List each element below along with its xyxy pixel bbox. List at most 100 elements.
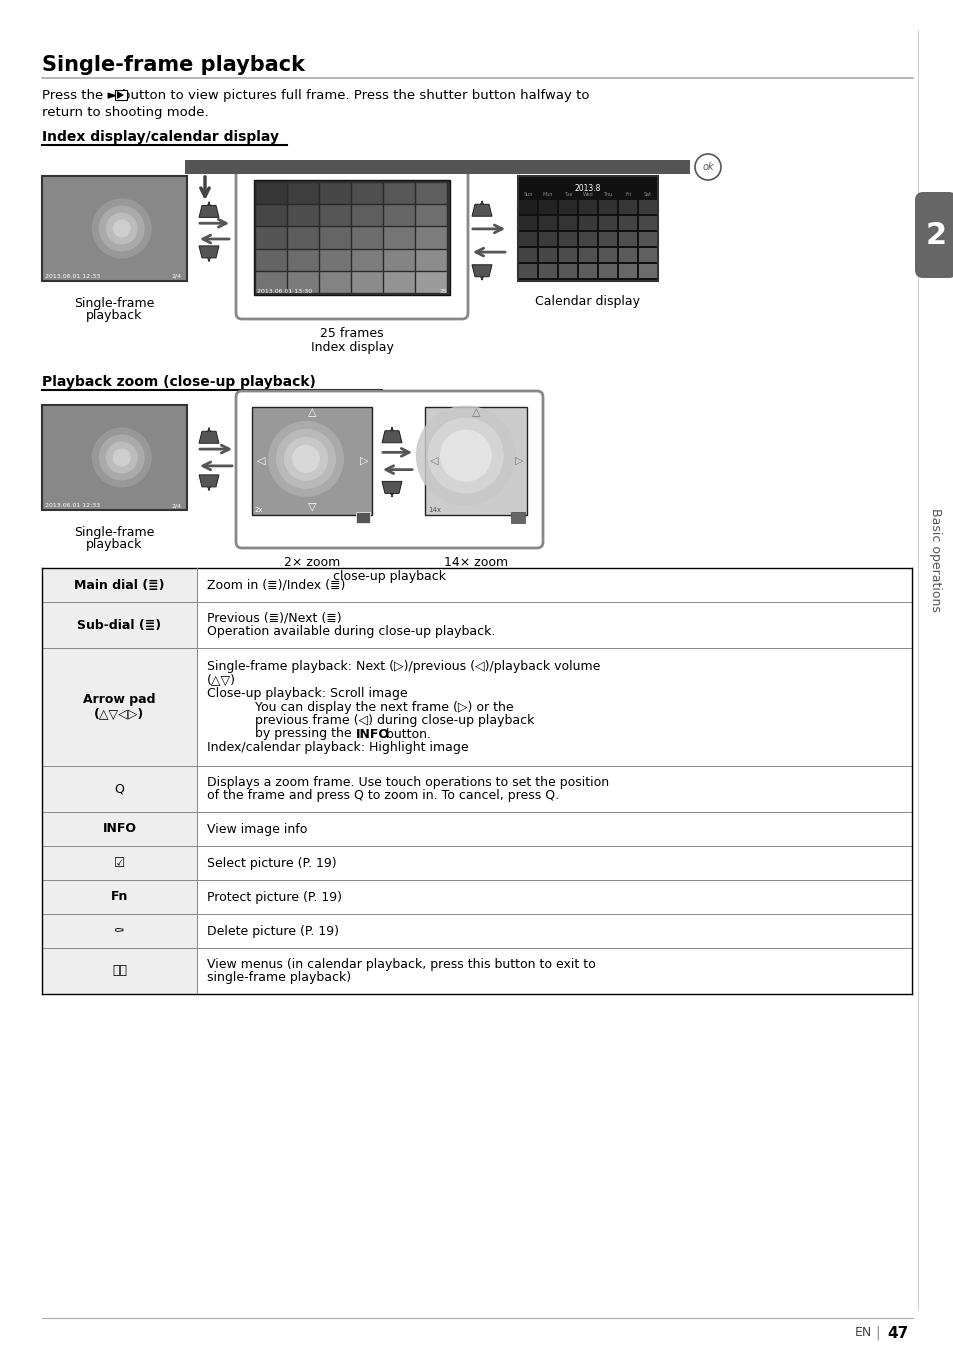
Bar	[42, 603, 196, 649]
Bar	[42, 176, 187, 281]
Bar	[319, 271, 351, 293]
FancyBboxPatch shape	[235, 161, 468, 319]
Text: ◁: ◁	[430, 456, 438, 465]
Bar	[618, 199, 637, 214]
Text: 14× zoom: 14× zoom	[443, 556, 508, 569]
Text: 2013.06.01 12:33: 2013.06.01 12:33	[45, 274, 100, 280]
Bar	[578, 216, 597, 229]
Polygon shape	[199, 205, 219, 217]
Bar	[384, 271, 415, 293]
Polygon shape	[199, 432, 219, 444]
Text: (△▽): (△▽)	[207, 673, 235, 687]
Bar	[319, 205, 351, 227]
Circle shape	[427, 418, 503, 494]
Text: ☑: ☑	[113, 856, 125, 870]
Text: Ⓞⓚ: Ⓞⓚ	[112, 965, 127, 977]
Text: Press the ► button to view pictures full frame. Press the shutter button halfway: Press the ► button to view pictures full…	[42, 90, 589, 102]
Bar	[42, 879, 196, 915]
Text: Single-frame playback: Next (▷)/previous (◁)/playback volume: Single-frame playback: Next (▷)/previous…	[207, 660, 599, 673]
Text: 2/4: 2/4	[172, 274, 182, 280]
Bar	[352, 228, 382, 248]
Bar	[255, 228, 287, 248]
Bar	[42, 845, 196, 879]
Bar	[42, 765, 196, 811]
Polygon shape	[472, 205, 492, 216]
Text: Calendar display: Calendar display	[535, 294, 639, 308]
Bar	[384, 205, 415, 227]
Bar	[319, 250, 351, 271]
Text: 2013.8: 2013.8	[575, 185, 600, 193]
Text: button.: button.	[382, 727, 431, 741]
Text: Zoom in (≣)/Index (≣): Zoom in (≣)/Index (≣)	[207, 578, 345, 592]
Text: ok: ok	[701, 161, 713, 172]
Bar	[319, 228, 351, 248]
Bar	[384, 183, 415, 204]
Bar	[352, 271, 382, 293]
Bar	[538, 216, 557, 229]
Text: Close-up playback: Scroll image: Close-up playback: Scroll image	[207, 687, 407, 700]
Bar	[518, 199, 537, 214]
Polygon shape	[117, 91, 124, 99]
Text: View menus (in calendar playback, press this button to exit to: View menus (in calendar playback, press …	[207, 958, 595, 970]
Bar	[255, 205, 287, 227]
Bar	[538, 232, 557, 246]
Bar	[639, 199, 657, 214]
Text: Arrow pad
(△▽◁▷): Arrow pad (△▽◁▷)	[83, 693, 155, 721]
Polygon shape	[472, 265, 492, 277]
Text: ▷: ▷	[359, 456, 368, 465]
Bar	[416, 250, 447, 271]
Text: 25 frames: 25 frames	[320, 327, 383, 341]
Text: Basic operations: Basic operations	[928, 508, 942, 612]
Bar	[115, 90, 127, 100]
Bar	[416, 228, 447, 248]
Bar	[253, 180, 450, 294]
Bar	[416, 205, 447, 227]
Text: Playback zoom (close-up playback): Playback zoom (close-up playback)	[42, 375, 315, 389]
Text: You can display the next frame (▷) or the: You can display the next frame (▷) or th…	[207, 700, 513, 714]
Bar	[42, 649, 196, 765]
Bar	[288, 183, 318, 204]
FancyBboxPatch shape	[235, 391, 542, 548]
Bar	[538, 265, 557, 278]
Bar	[639, 216, 657, 229]
Text: ▷: ▷	[515, 456, 523, 465]
Bar	[618, 216, 637, 229]
Text: Single-frame: Single-frame	[74, 297, 154, 309]
Text: Single-frame: Single-frame	[74, 527, 154, 539]
Text: Sat: Sat	[643, 191, 652, 197]
Bar	[288, 250, 318, 271]
Text: Index display/calendar display: Index display/calendar display	[42, 130, 278, 144]
Bar	[538, 248, 557, 262]
Bar	[42, 949, 196, 993]
Text: Sun: Sun	[523, 191, 532, 197]
Text: 2x: 2x	[254, 508, 263, 513]
Text: playback: playback	[86, 309, 143, 322]
Circle shape	[268, 421, 344, 497]
Text: ▽: ▽	[308, 501, 315, 512]
Bar	[598, 232, 617, 246]
Text: 2/4: 2/4	[172, 503, 182, 508]
Circle shape	[284, 437, 328, 480]
Bar	[639, 232, 657, 246]
Bar	[42, 915, 196, 949]
Text: return to shooting mode.: return to shooting mode.	[42, 106, 209, 119]
Circle shape	[292, 445, 319, 472]
Bar	[288, 271, 318, 293]
Text: View image info: View image info	[207, 822, 307, 836]
Text: of the frame and press Q to zoom in. To cancel, press Q.: of the frame and press Q to zoom in. To …	[207, 790, 558, 802]
Bar	[517, 176, 658, 281]
Bar	[185, 160, 689, 174]
Text: |: |	[875, 1326, 880, 1341]
Text: 14x: 14x	[428, 508, 440, 513]
Circle shape	[439, 430, 492, 482]
Bar	[558, 232, 577, 246]
Bar	[558, 199, 577, 214]
Bar	[618, 265, 637, 278]
Bar	[355, 512, 370, 522]
Text: Tue: Tue	[563, 191, 572, 197]
Bar	[578, 199, 597, 214]
Bar	[352, 250, 382, 271]
Text: Single-frame playback: Single-frame playback	[42, 56, 305, 75]
Bar	[578, 265, 597, 278]
Text: Sub-dial (≣): Sub-dial (≣)	[77, 619, 161, 631]
